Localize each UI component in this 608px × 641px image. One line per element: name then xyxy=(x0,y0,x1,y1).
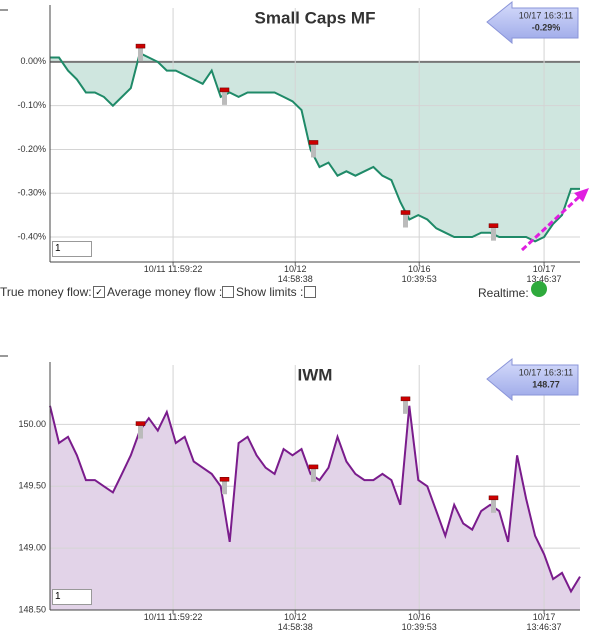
x-tick-label: 10/17 13:46:37 xyxy=(526,264,562,284)
trend-arrow xyxy=(520,194,582,252)
y-tick-label: 150.00 xyxy=(18,419,46,429)
label: Average money flow : xyxy=(107,285,223,299)
event-flag xyxy=(219,477,230,482)
event-stem xyxy=(311,467,316,482)
x-tick-label: 10/12 14:58:38 xyxy=(277,612,313,632)
y-tick-label: 0.00% xyxy=(20,56,46,66)
event-stem xyxy=(138,424,143,439)
event-stem xyxy=(138,47,143,62)
trend-arrow-head xyxy=(574,188,589,202)
y-tick-label: 149.00 xyxy=(18,543,46,553)
y-tick-label: -0.40% xyxy=(17,231,46,241)
y-tick-label: -0.30% xyxy=(17,188,46,198)
range-input[interactable]: 1 xyxy=(52,241,92,257)
event-stem xyxy=(222,480,227,495)
event-flag xyxy=(135,421,146,426)
chart-title: Small Caps MF xyxy=(255,8,376,27)
callout-value: 148.77 xyxy=(532,379,560,389)
event-flag xyxy=(308,464,319,470)
callout-time: 10/17 16:3:11 xyxy=(519,367,573,377)
event-stem xyxy=(222,90,227,105)
value-callout xyxy=(486,0,579,45)
event-flag xyxy=(219,87,230,93)
y-tick-label: 148.50 xyxy=(18,604,46,614)
event-flag xyxy=(135,43,146,49)
x-tick-label: 10/17 13:46:37 xyxy=(526,612,562,632)
event-stem xyxy=(403,213,408,228)
range-input[interactable]: 1 xyxy=(52,589,92,605)
event-stem xyxy=(311,143,316,158)
event-flag xyxy=(488,495,499,501)
chart-title: IWM xyxy=(298,365,333,384)
value-callout xyxy=(486,357,579,402)
y-tick-label: 149.50 xyxy=(18,481,46,491)
x-tick-label: 10/16 10:39:53 xyxy=(401,264,437,284)
area-fill xyxy=(50,405,580,610)
callout-value: -0.29% xyxy=(532,22,561,32)
checkbox[interactable]: ✓ xyxy=(93,286,105,298)
y-tick-label: -0.10% xyxy=(17,100,46,110)
checkbox[interactable] xyxy=(304,286,316,298)
event-flag xyxy=(400,396,411,402)
event-stem xyxy=(491,498,496,513)
event-flag xyxy=(400,210,411,215)
label: Realtime: xyxy=(478,286,529,300)
checkbox[interactable] xyxy=(222,286,234,298)
x-tick-label: 10/12 14:58:38 xyxy=(277,264,313,284)
event-stem xyxy=(491,226,496,241)
y-tick-label: -0.20% xyxy=(17,144,46,154)
event-flag xyxy=(308,140,319,145)
event-flag xyxy=(488,223,499,228)
event-stem xyxy=(403,399,408,414)
callout-time: 10/17 16:3:11 xyxy=(519,10,573,20)
realtime-indicator xyxy=(531,281,547,297)
x-tick-label: 10/11 11:59:22 xyxy=(143,264,203,274)
x-tick-label: 10/16 10:39:53 xyxy=(401,612,437,632)
x-tick-label: 10/11 11:59:22 xyxy=(143,612,203,622)
label: Show limits : xyxy=(236,285,304,299)
label: True money flow: xyxy=(0,285,92,299)
